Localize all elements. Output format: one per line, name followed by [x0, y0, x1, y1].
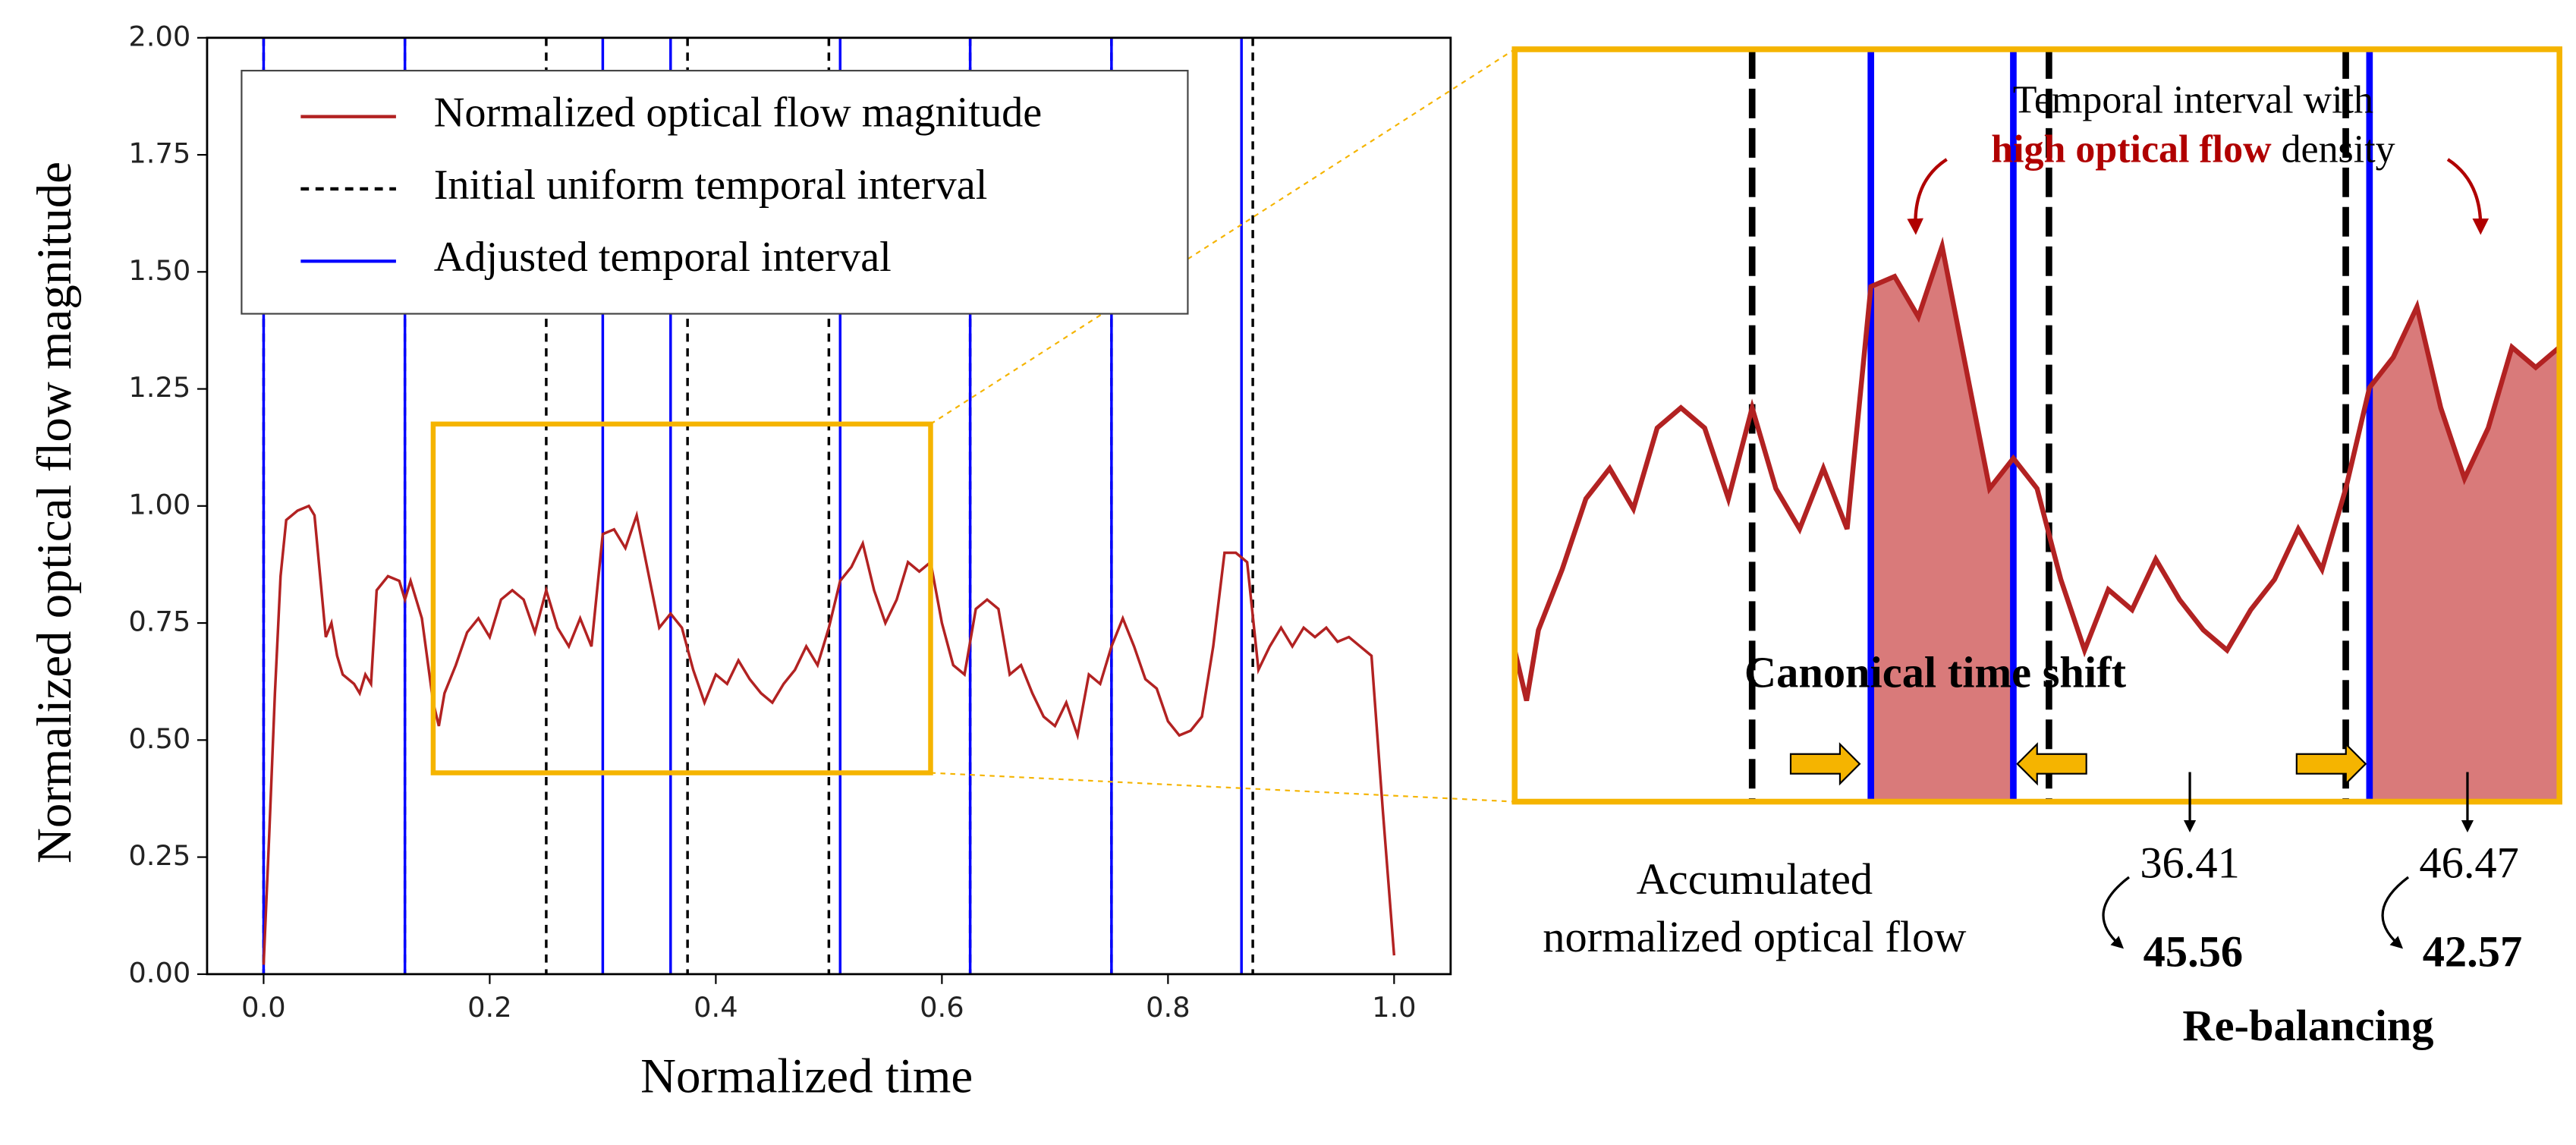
- arrow: [1907, 158, 1948, 235]
- y-tick-label: 1.00: [128, 488, 190, 521]
- annotation: Temporal interval with: [2013, 78, 2373, 121]
- y-tick-label: 0.25: [128, 839, 190, 872]
- shift-arrow: [1789, 742, 1861, 786]
- arrow: [2102, 876, 2130, 949]
- value-before: 36.41: [2140, 838, 2239, 888]
- y-tick-label: 0.75: [128, 606, 190, 638]
- value-before: 46.47: [2419, 838, 2518, 888]
- legend-box: [241, 70, 1189, 315]
- highlight-area: [1870, 246, 2014, 802]
- x-tick-label: 1.0: [1372, 991, 1417, 1024]
- annotation: high optical flow density: [1991, 127, 2395, 171]
- shift-label: Canonical time shift: [1744, 647, 2127, 697]
- arrow: [2446, 158, 2490, 235]
- inset-frame: [1511, 46, 2562, 805]
- legend-label: Normalized optical flow magnitude: [434, 90, 1043, 137]
- zoom-box: [430, 421, 933, 775]
- y-tick-label: 2.00: [128, 20, 190, 52]
- x-tick-label: 0.8: [1146, 991, 1190, 1024]
- legend-label: Initial uniform temporal interval: [434, 162, 988, 209]
- line-series: [262, 504, 1396, 965]
- y-axis-label: Normalized optical flow magnitude: [27, 162, 82, 863]
- arrow: [2381, 876, 2409, 949]
- line-series: [1514, 236, 2560, 702]
- zoom-connector: [929, 49, 1515, 425]
- legend: Normalized optical flow magnitude Initial…: [241, 70, 1189, 315]
- x-axis-label: Normalized time: [640, 1049, 973, 1103]
- shift-arrows: [1789, 742, 2367, 786]
- y-tick-label: 0.00: [128, 956, 190, 989]
- y-tick-label: 1.75: [128, 137, 190, 170]
- y-tick-label: 1.50: [128, 254, 190, 287]
- annotation-emphasis: high optical flow: [1991, 127, 2272, 171]
- inset-content: [1514, 49, 2560, 802]
- value-after: 42.57: [2423, 926, 2522, 976]
- zoom-connector: [930, 772, 1515, 803]
- x-tick-label: 0.0: [241, 991, 286, 1024]
- x-tick-label: 0.6: [920, 991, 964, 1024]
- value-after: 45.56: [2144, 926, 2243, 976]
- inset-plot: [929, 46, 2562, 805]
- shift-arrow: [2295, 742, 2367, 786]
- x-tick-label: 0.2: [467, 991, 512, 1024]
- x-tick-label: 0.4: [694, 991, 738, 1024]
- legend-label: Adjusted temporal interval: [434, 234, 892, 281]
- accumulated-label: normalized optical flow: [1543, 912, 1966, 961]
- y-tick-label: 0.50: [128, 722, 190, 755]
- rebalance-label: Re-balancing: [2182, 1001, 2433, 1050]
- y-tick-label: 1.25: [128, 371, 190, 404]
- highlight-area: [2369, 307, 2560, 802]
- annotation: density: [2282, 127, 2395, 171]
- accumulated-label: Accumulated: [1637, 854, 1873, 904]
- shift-arrow: [2016, 742, 2087, 786]
